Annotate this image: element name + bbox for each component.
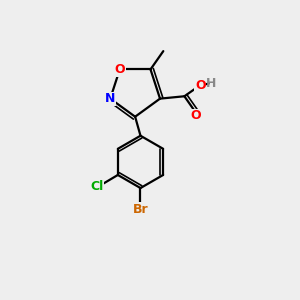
Text: O: O (115, 63, 125, 76)
Text: O: O (195, 79, 206, 92)
Text: Cl: Cl (90, 180, 104, 193)
Text: N: N (105, 92, 116, 105)
Text: H: H (206, 77, 217, 90)
Text: Br: Br (133, 203, 148, 216)
Text: O: O (190, 109, 201, 122)
